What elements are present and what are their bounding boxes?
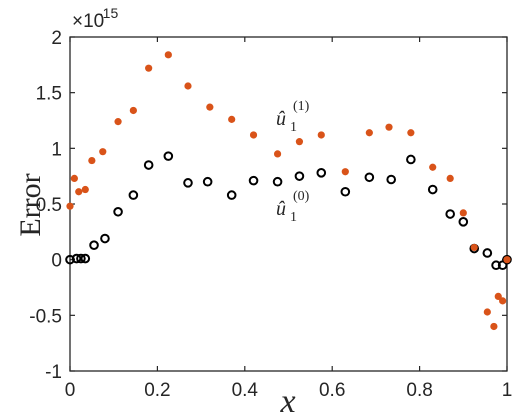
y-tick-label: -1 [45, 362, 62, 383]
annotation-u1-order1: û 1 (1) [276, 99, 310, 135]
plot-axes [69, 36, 508, 372]
filled-point [249, 131, 258, 139]
filled-point [446, 174, 454, 182]
data-series [65, 51, 512, 331]
series-u1-order0 [65, 151, 512, 271]
filled-point [273, 150, 282, 158]
open-point [272, 176, 283, 187]
filled-point [470, 243, 478, 252]
open-point [482, 248, 493, 258]
open-point [406, 154, 416, 165]
open-point [80, 253, 91, 264]
annotation-u1-order0: û 1 (0) [276, 189, 310, 225]
open-point [316, 168, 327, 178]
open-point [113, 206, 123, 217]
open-point [427, 184, 438, 195]
y-tick-label: -0.5 [29, 306, 62, 327]
y-scale-factor: ×10 [72, 11, 104, 32]
filled-point [114, 118, 122, 126]
open-point [386, 174, 396, 185]
filled-point [365, 129, 373, 137]
open-point [248, 175, 259, 186]
annotation-u1-order0-subscript: 1 [290, 210, 297, 225]
filled-point [228, 115, 236, 123]
x-tick-label: 0 [65, 380, 76, 401]
filled-point [459, 209, 467, 217]
annotation-u1-order1-subscript: 1 [290, 120, 297, 135]
annotation-u1-order1-symbol: û [276, 108, 286, 130]
filled-point [341, 168, 349, 176]
open-point [340, 186, 351, 197]
open-point [163, 151, 174, 161]
annotation-u1-order0-symbol: û [276, 198, 286, 220]
plot-frame [69, 36, 508, 372]
filled-point [88, 156, 96, 165]
filled-point [317, 131, 325, 139]
filled-point [70, 174, 78, 182]
open-point [294, 171, 305, 181]
filled-point [99, 148, 107, 156]
open-point [89, 240, 99, 250]
filled-point [499, 297, 507, 305]
open-point [143, 160, 154, 170]
x-tick-label: 0.8 [406, 380, 432, 401]
series-u1-order1 [66, 51, 511, 331]
filled-point [164, 51, 172, 59]
filled-point [429, 163, 437, 171]
x-axis-label: x [279, 383, 295, 416]
filled-point [66, 202, 74, 210]
open-point [128, 190, 139, 200]
y-tick-label: 1.5 [36, 84, 62, 105]
open-point [183, 178, 193, 188]
y-tick-label: 2 [51, 28, 62, 49]
open-point [445, 209, 455, 219]
filled-point [129, 106, 137, 115]
open-point [502, 254, 512, 265]
open-point [491, 260, 501, 271]
filled-point [81, 185, 89, 194]
open-point [226, 190, 237, 200]
x-tick-label: 0.4 [232, 380, 259, 401]
x-tick-label: 0.6 [319, 380, 345, 401]
x-tick-label: 1 [502, 380, 513, 401]
filled-point [184, 82, 192, 90]
filled-point [295, 138, 304, 146]
filled-point [494, 292, 502, 301]
filled-point [206, 103, 214, 111]
open-point [71, 253, 82, 264]
open-point [364, 172, 375, 183]
annotation-u1-order1-superscript: (1) [293, 99, 310, 114]
filled-point [145, 64, 153, 72]
annotation-u1-order0-superscript: (0) [293, 189, 310, 204]
y-axis-label: Error [14, 173, 47, 236]
filled-point [483, 308, 491, 316]
x-tick-label: 0.2 [144, 380, 170, 401]
open-point [202, 176, 213, 187]
axis-ticks: 0 0.2 0.4 0.6 0.8 1 -1 -0.5 0 0.5 1 1.5 2 [29, 28, 512, 401]
filled-point [503, 256, 511, 264]
open-point [100, 233, 110, 244]
filled-point [407, 129, 415, 137]
filled-point [385, 123, 393, 131]
open-point [76, 253, 86, 264]
filled-point [490, 322, 498, 331]
y-tick-label: 0 [51, 251, 62, 272]
y-tick-label: 0.5 [36, 195, 62, 216]
filled-point [75, 188, 83, 196]
y-tick-label: 1 [51, 139, 62, 160]
y-scale-exponent: -15 [98, 5, 118, 21]
open-point [458, 217, 469, 227]
